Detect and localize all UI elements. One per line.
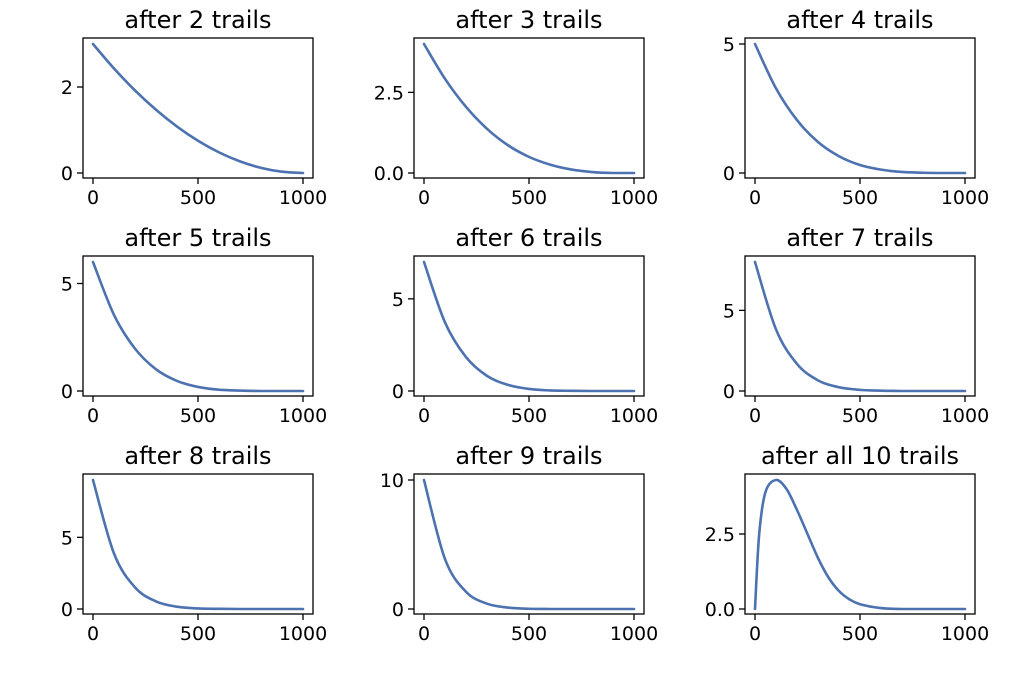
- y-tick-label: 5: [61, 274, 73, 296]
- x-tick-label: 0: [749, 405, 761, 427]
- x-tick-label: 1000: [610, 187, 658, 209]
- x-tick-label: 500: [511, 187, 547, 209]
- x-tick-label: 0: [749, 187, 761, 209]
- series-line: [91, 260, 305, 393]
- y-tick-label: 0.0: [705, 599, 735, 621]
- x-tick-label: 0: [87, 405, 99, 427]
- x-tick-label: 0: [418, 623, 430, 645]
- x-tick-label: 1000: [610, 405, 658, 427]
- x-tick-label: 1000: [941, 187, 989, 209]
- x-tick-label: 0: [87, 187, 99, 209]
- subplot-title: after 6 trails: [455, 224, 602, 252]
- axes-frame: [82, 255, 314, 397]
- subplot-title: after 8 trails: [124, 442, 271, 470]
- y-tick-label: 0.0: [374, 163, 404, 185]
- x-tick-label: 0: [749, 623, 761, 645]
- x-tick-label: 500: [511, 623, 547, 645]
- y-tick-label: 0: [61, 599, 73, 621]
- subplot-title: after 2 trails: [124, 6, 271, 34]
- y-tick-label: 2.5: [374, 82, 404, 104]
- y-tick-label: 0: [392, 381, 404, 403]
- x-tick-label: 1000: [610, 623, 658, 645]
- series-line: [753, 42, 967, 175]
- series-line: [753, 478, 967, 611]
- y-tick-label: 0: [392, 599, 404, 621]
- subplot-title: after 7 trails: [786, 224, 933, 252]
- x-tick-label: 1000: [279, 187, 327, 209]
- x-tick-label: 1000: [941, 405, 989, 427]
- series-line: [422, 478, 636, 611]
- y-tick-label: 5: [723, 300, 735, 322]
- x-tick-label: 1000: [279, 405, 327, 427]
- series-line: [91, 478, 305, 611]
- axes-frame: [744, 255, 976, 397]
- x-tick-label: 500: [842, 623, 878, 645]
- axes-frame: [413, 473, 645, 615]
- series-line: [753, 260, 967, 393]
- y-tick-label: 0: [61, 381, 73, 403]
- y-tick-label: 0: [61, 163, 73, 185]
- x-tick-label: 1000: [941, 623, 989, 645]
- axes-frame: [744, 37, 976, 179]
- x-tick-label: 0: [87, 623, 99, 645]
- x-tick-label: 500: [842, 187, 878, 209]
- x-tick-label: 0: [418, 187, 430, 209]
- y-tick-label: 5: [61, 527, 73, 549]
- series-line: [422, 42, 636, 175]
- y-tick-label: 2: [61, 77, 73, 99]
- subplot-title: after 3 trails: [455, 6, 602, 34]
- x-tick-label: 1000: [279, 623, 327, 645]
- y-tick-label: 5: [723, 34, 735, 56]
- y-tick-label: 0: [723, 381, 735, 403]
- x-tick-label: 500: [511, 405, 547, 427]
- axes-frame: [82, 37, 314, 179]
- subplot-title: after 5 trails: [124, 224, 271, 252]
- subplot-title: after 4 trails: [786, 6, 933, 34]
- axes-frame: [744, 473, 976, 615]
- x-tick-label: 500: [842, 405, 878, 427]
- x-tick-label: 500: [180, 623, 216, 645]
- y-tick-label: 0: [723, 163, 735, 185]
- x-tick-label: 500: [180, 405, 216, 427]
- series-line: [91, 42, 305, 175]
- subplot-title: after all 10 trails: [761, 442, 959, 470]
- x-tick-label: 500: [180, 187, 216, 209]
- y-tick-label: 5: [392, 289, 404, 311]
- y-tick-label: 10: [380, 470, 404, 492]
- subplot-title: after 9 trails: [455, 442, 602, 470]
- x-tick-label: 0: [418, 405, 430, 427]
- series-line: [422, 260, 636, 393]
- axes-frame: [82, 473, 314, 615]
- axes-frame: [413, 255, 645, 397]
- y-tick-label: 2.5: [705, 524, 735, 546]
